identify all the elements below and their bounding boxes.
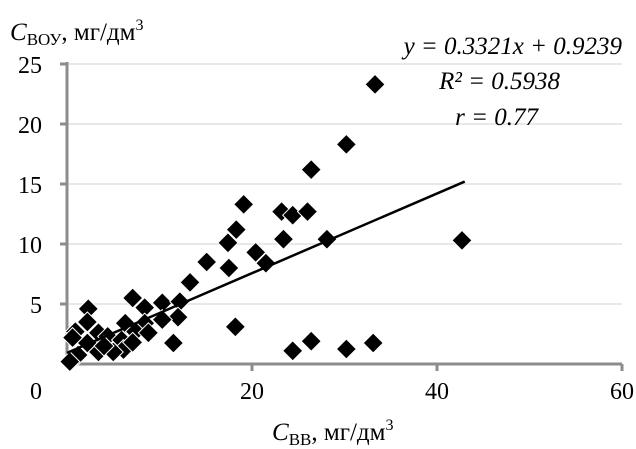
x-tick-label: 40 [425, 379, 449, 405]
data-point [217, 232, 239, 254]
y-tick-label: 15 [18, 173, 42, 199]
r-squared-label: R² = 0.5938 [438, 68, 560, 95]
y-tick-label: 5 [30, 293, 42, 319]
data-point [195, 251, 218, 273]
data-point [281, 340, 304, 362]
data-point [362, 332, 384, 354]
data-point [218, 257, 240, 279]
data-point [224, 316, 247, 338]
data-point [232, 193, 255, 216]
data-point [451, 229, 473, 252]
data-point [335, 133, 358, 156]
data-point [225, 218, 247, 241]
data-point [179, 271, 201, 294]
data-point [296, 200, 319, 223]
y-axis-label: CВОУ, мг/дм3 [10, 17, 143, 49]
data-point [300, 158, 322, 181]
data-point [364, 73, 386, 96]
data-point [244, 241, 267, 264]
y-tick-0: 0 [30, 379, 42, 405]
axes [60, 62, 624, 371]
data-point [121, 287, 144, 309]
x-axis-label: CВВ, мг/дм3 [272, 417, 393, 449]
data-points [59, 73, 473, 373]
x-tick-label: 60 [610, 379, 634, 405]
data-point [162, 332, 185, 354]
x-tick-label: 20 [240, 379, 264, 405]
data-point [61, 326, 84, 349]
y-tick-label: 10 [18, 233, 42, 259]
trendline [66, 180, 466, 355]
data-point [59, 350, 81, 373]
data-point [300, 330, 322, 352]
data-point [93, 335, 115, 357]
data-point [76, 311, 99, 333]
data-point [335, 338, 358, 360]
tick-labels: 0 5 10 15 20 25 20 40 60 [18, 53, 634, 405]
data-point [272, 228, 295, 250]
y-tick-label: 25 [18, 53, 42, 79]
correlation-label: r = 0.77 [455, 104, 539, 131]
y-tick-label: 20 [18, 113, 42, 139]
gridlines [67, 63, 622, 305]
data-point [121, 331, 144, 354]
regression-equation: y = 0.3321x + 0.9239 [401, 33, 623, 60]
data-point [167, 306, 189, 328]
data-point [137, 322, 160, 344]
